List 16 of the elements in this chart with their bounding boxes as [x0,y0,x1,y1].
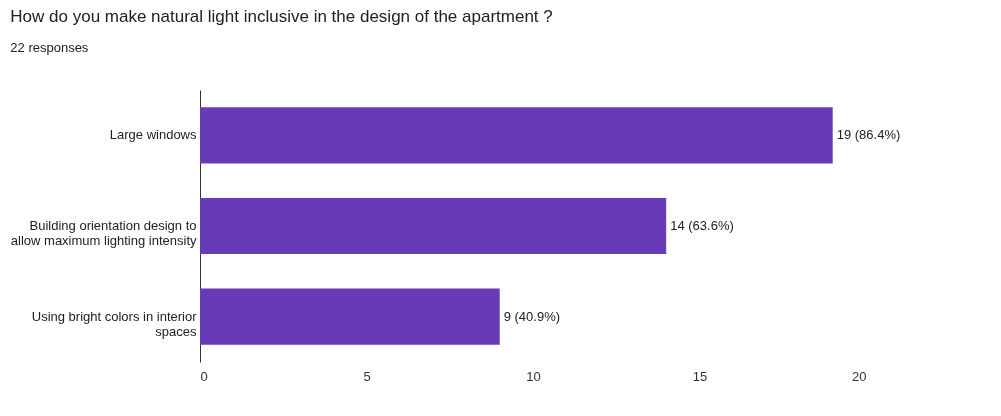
y-tick-label: Large windows [109,127,197,143]
x-tick-label: 0 [200,368,208,384]
bar [200,197,667,255]
x-tick-label: 5 [363,368,371,384]
chart-title: How do you make natural light inclusive in the design of the apartment ? [10,7,553,26]
x-tick-label: 20 [852,368,867,384]
data-label: 9 (40.9%) [503,308,561,324]
bar [200,288,500,345]
x-tick-label: 10 [526,368,541,384]
x-tick-label: 15 [692,368,708,384]
y-tick-label: Building orientation design to allow maximum lighting intensity [10,218,197,248]
data-label: 14 (63.6%) [670,218,734,233]
y-tick-label: Using bright colors in interior spaces [31,308,198,339]
data-label: 19 (86.4%) [836,127,901,143]
bar [200,107,833,164]
text: 22 responses [10,40,89,55]
